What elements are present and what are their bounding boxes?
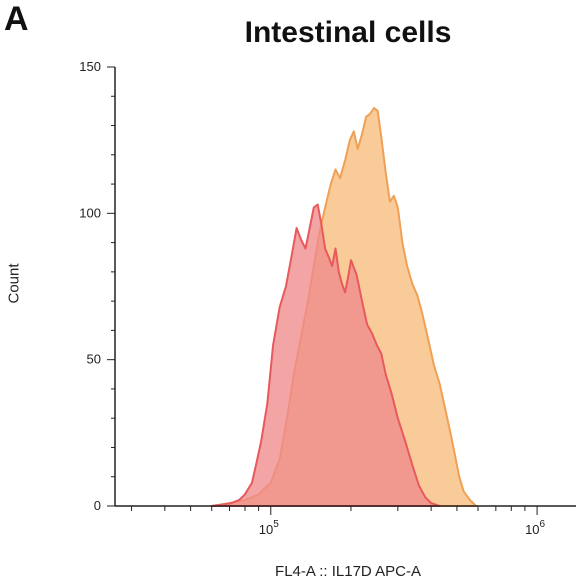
x-tick-label: 105	[259, 519, 279, 537]
y-tick-label: 100	[79, 205, 101, 220]
series-layer	[210, 107, 478, 507]
y-tick-label: 0	[94, 498, 101, 513]
axes-layer: 0 50 100 150 105 106	[79, 59, 576, 537]
histogram-series-1	[210, 203, 441, 507]
x-tick-label: 106	[525, 519, 545, 537]
y-tick-label: 150	[79, 59, 101, 74]
x-axis-label: FL4-A :: IL17D APC-A	[275, 563, 421, 580]
chart-title: Intestinal cells	[244, 16, 452, 49]
y-tick-label: 50	[87, 352, 101, 367]
panel-label: A	[4, 0, 29, 38]
